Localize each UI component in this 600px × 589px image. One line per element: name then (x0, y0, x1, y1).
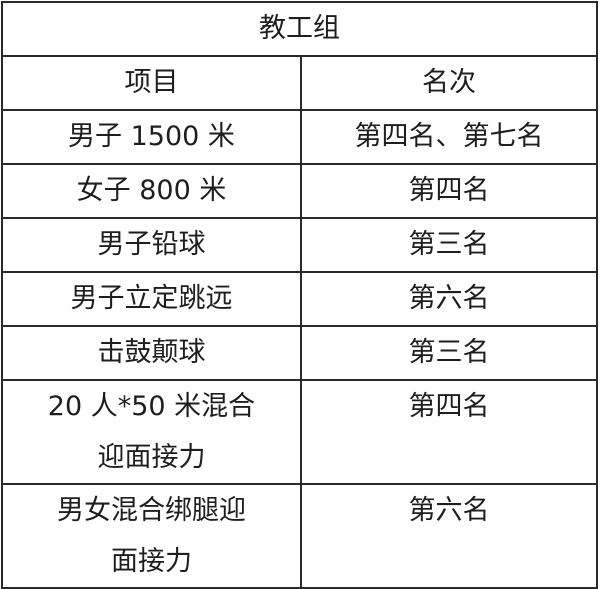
header-row: 项目 名次 (1, 55, 598, 111)
rank-cell: 第四名 (300, 379, 598, 485)
event-cell: 男子铅球 (1, 217, 302, 273)
table-row: 击鼓颠球 第三名 (1, 325, 598, 381)
table-row: 男子 1500 米 第四名、第七名 (1, 109, 598, 165)
table-row: 男子铅球 第三名 (1, 217, 598, 273)
table-row: 男女混合绑腿迎 面接力 第六名 (1, 483, 598, 589)
header-rank: 名次 (300, 55, 598, 111)
rank-cell: 第三名 (300, 217, 598, 273)
event-cell: 男子 1500 米 (1, 109, 302, 165)
event-cell: 男子立定跳远 (1, 271, 302, 327)
event-line: 20 人*50 米混合 (47, 391, 256, 422)
rank-cell: 第三名 (300, 325, 598, 381)
rank-cell: 第六名 (300, 483, 598, 589)
event-cell: 20 人*50 米混合 迎面接力 (1, 379, 302, 485)
table-row: 女子 800 米 第四名 (1, 163, 598, 219)
event-cell: 女子 800 米 (1, 163, 302, 219)
table-row: 20 人*50 米混合 迎面接力 第四名 (1, 379, 598, 485)
table-title: 教工组 (1, 1, 598, 57)
rank-cell: 第四名、第七名 (300, 109, 598, 165)
title-row: 教工组 (1, 1, 598, 57)
event-line: 迎面接力 (97, 442, 206, 473)
table-row: 男子立定跳远 第六名 (1, 271, 598, 327)
event-line: 面接力 (111, 546, 192, 577)
event-cell: 男女混合绑腿迎 面接力 (1, 483, 302, 589)
header-event: 项目 (1, 55, 302, 111)
rank-cell: 第六名 (300, 271, 598, 327)
event-cell: 击鼓颠球 (1, 325, 302, 381)
rank-cell: 第四名 (300, 163, 598, 219)
event-line: 男女混合绑腿迎 (57, 495, 246, 526)
